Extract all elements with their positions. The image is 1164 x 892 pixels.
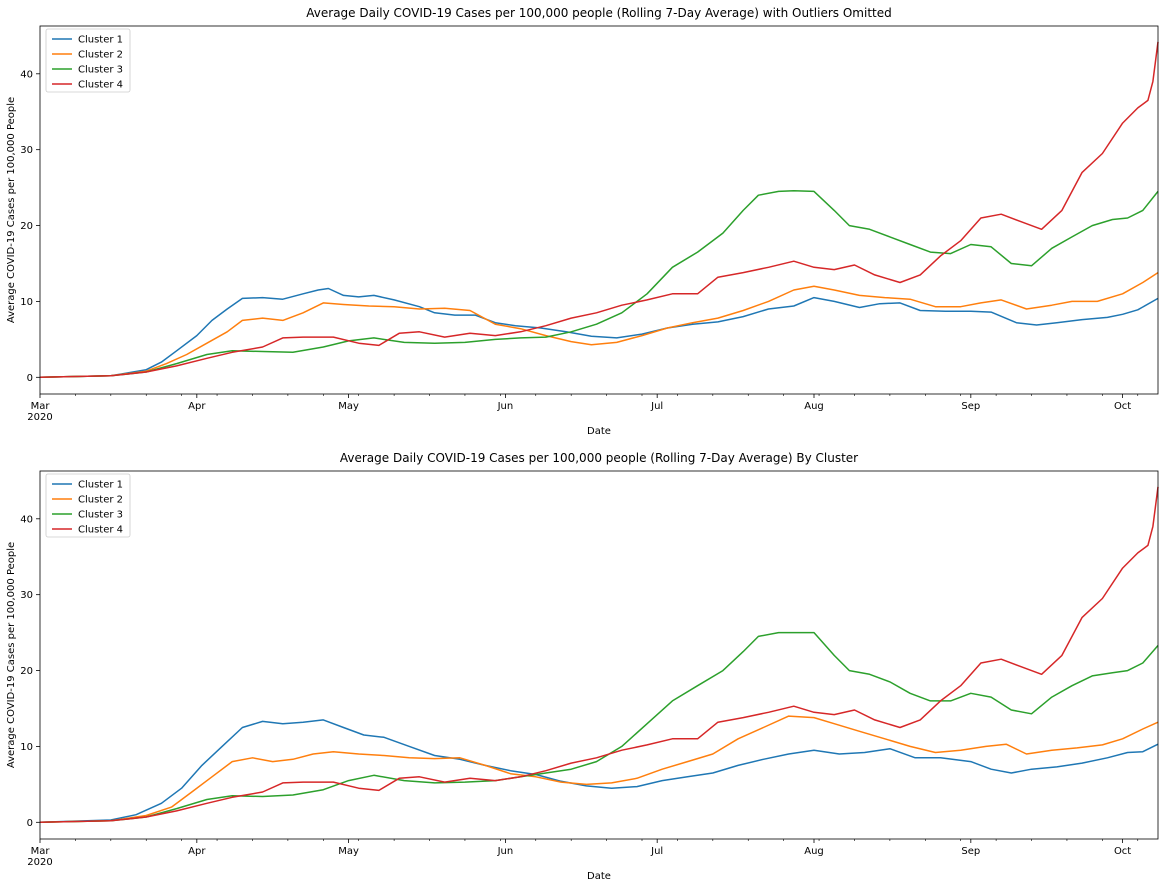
legend: Cluster 1 Cluster 2 Cluster 3 Cluster 4 — [45, 28, 131, 93]
x-tick-sublabel: 2020 — [27, 412, 52, 423]
x-tick-label: Aug — [804, 401, 824, 412]
y-tick-label: 20 — [20, 666, 33, 677]
y-tick-label: 40 — [20, 69, 33, 80]
y-tick-label: 0 — [27, 818, 33, 829]
legend-box — [45, 473, 131, 538]
x-tick-label: Jun — [497, 846, 514, 857]
y-tick-label: 30 — [20, 590, 33, 601]
series-line-cluster-1 — [39, 719, 1159, 824]
series-line-cluster-3 — [39, 189, 1159, 379]
x-tick-label: Aug — [804, 846, 824, 857]
x-tick-label: Oct — [1114, 846, 1131, 857]
y-axis-label: Average COVID-19 Cases per 100,000 Peopl… — [6, 97, 17, 323]
y-tick-label: 30 — [20, 145, 33, 156]
x-tick-label: Jul — [650, 846, 663, 857]
x-tick-label: Jun — [497, 401, 514, 412]
legend-label-cluster-4: Cluster 4 — [78, 80, 123, 91]
x-tick-label: Sep — [961, 401, 980, 412]
chart-title: Average Daily COVID-19 Cases per 100,000… — [340, 451, 858, 465]
series-line-cluster-3 — [39, 631, 1159, 824]
x-tick-label: Apr — [188, 401, 206, 412]
y-tick-label: 20 — [20, 221, 33, 232]
x-tick-label: Mar — [31, 401, 51, 412]
x-axis-label: Date — [587, 426, 611, 437]
series-line-cluster-2 — [39, 271, 1159, 379]
series-line-cluster-2 — [39, 715, 1159, 824]
series-line-cluster-1 — [39, 287, 1159, 379]
legend-box — [45, 28, 131, 93]
chart-title: Average Daily COVID-19 Cases per 100,000… — [306, 6, 891, 20]
x-tick-label: Oct — [1114, 401, 1131, 412]
x-tick-sublabel: 2020 — [27, 857, 52, 868]
legend-label-cluster-1: Cluster 1 — [78, 35, 123, 46]
x-tick-label: Mar — [31, 846, 51, 857]
y-tick-label: 0 — [27, 373, 33, 384]
legend-label-cluster-4: Cluster 4 — [78, 525, 123, 536]
x-axis-label: Date — [587, 871, 611, 882]
x-tick-label: May — [338, 401, 359, 412]
x-tick-label: Apr — [188, 846, 206, 857]
legend-label-cluster-1: Cluster 1 — [78, 480, 123, 491]
y-tick-label: 10 — [20, 742, 33, 753]
y-tick-label: 10 — [20, 297, 33, 308]
axes-frame — [39, 25, 1159, 395]
legend-label-cluster-3: Cluster 3 — [78, 65, 123, 76]
axes-frame — [39, 470, 1159, 840]
x-tick-label: May — [338, 846, 359, 857]
legend-label-cluster-3: Cluster 3 — [78, 510, 123, 521]
x-tick-label: Sep — [961, 846, 980, 857]
y-tick-label: 40 — [20, 514, 33, 525]
x-tick-label: Jul — [650, 401, 663, 412]
series-line-cluster-4 — [39, 486, 1159, 824]
legend-label-cluster-2: Cluster 2 — [78, 495, 123, 506]
legend-label-cluster-2: Cluster 2 — [78, 50, 123, 61]
y-axis-label: Average COVID-19 Cases per 100,000 Peopl… — [6, 542, 17, 768]
series-line-cluster-4 — [39, 41, 1159, 379]
legend: Cluster 1 Cluster 2 Cluster 3 Cluster 4 — [45, 473, 131, 538]
